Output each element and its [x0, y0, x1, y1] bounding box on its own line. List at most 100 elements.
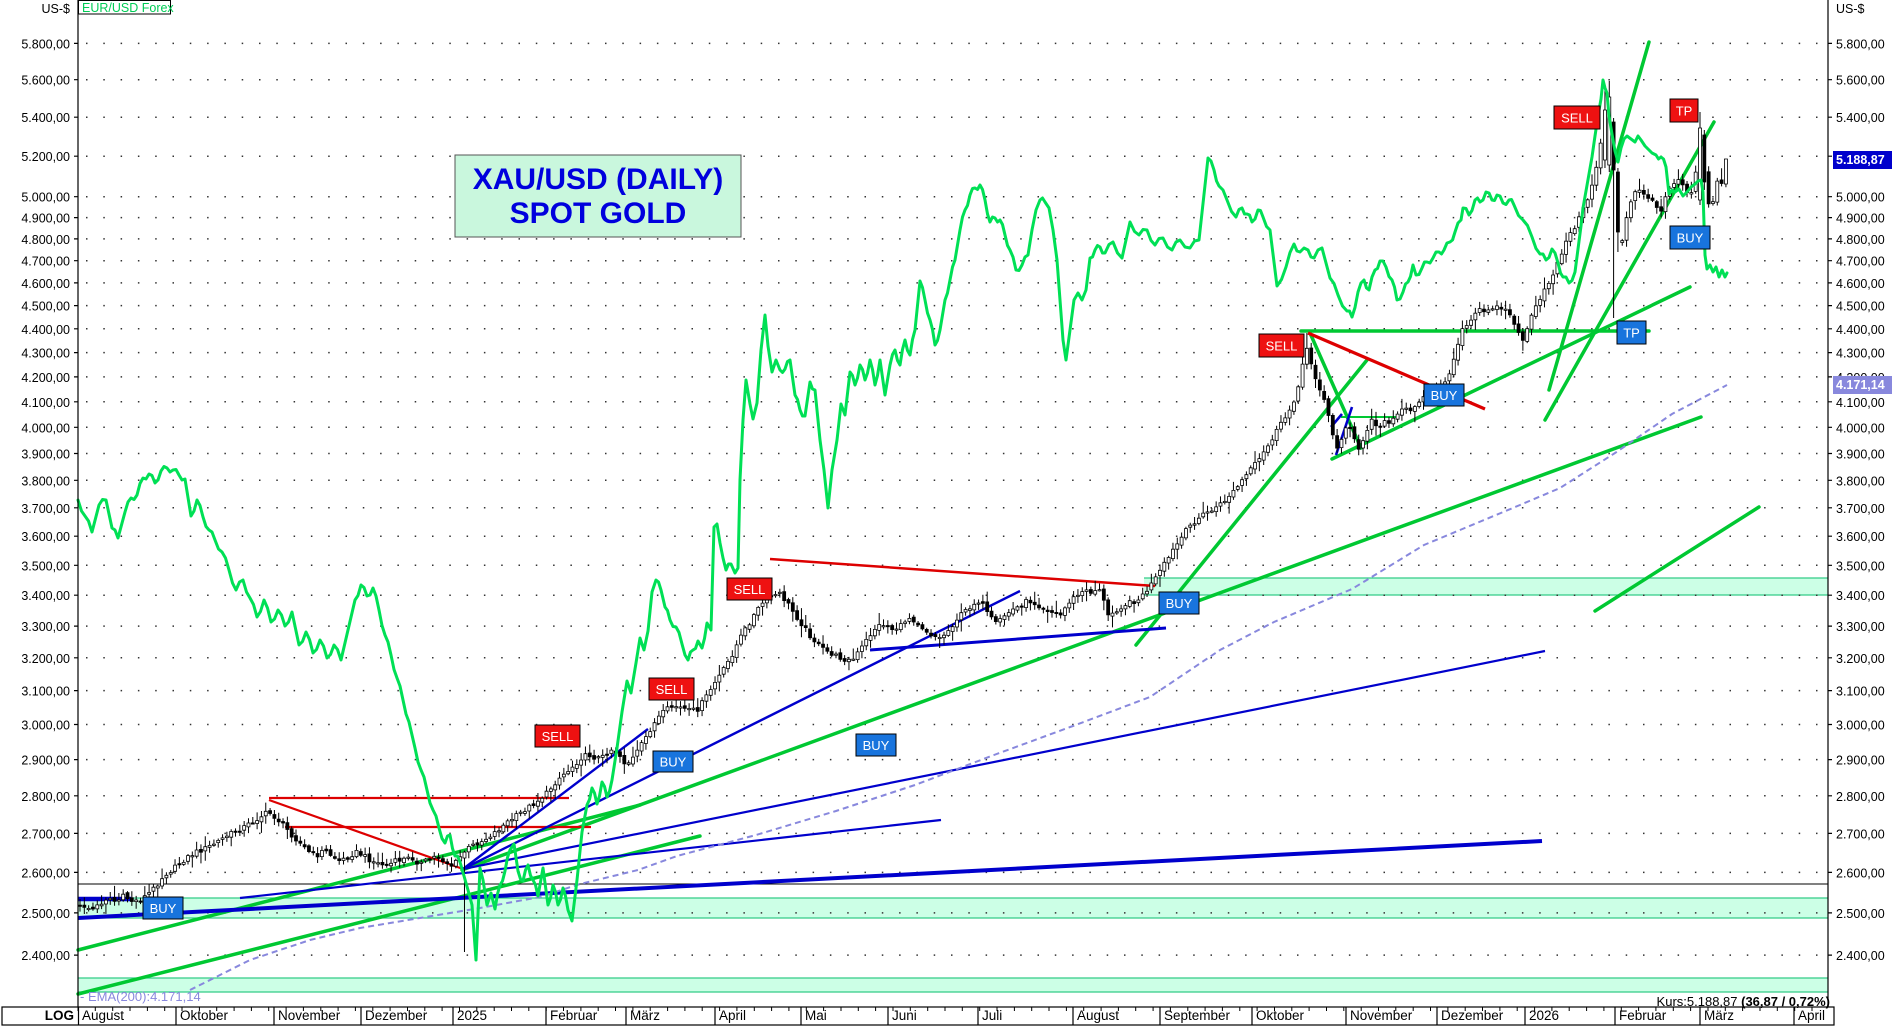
- svg-text:2.900,00: 2.900,00: [21, 754, 70, 768]
- svg-text:3.600,00: 3.600,00: [21, 530, 70, 544]
- svg-text:4.300,00: 4.300,00: [21, 347, 70, 361]
- svg-text:August: August: [1077, 1008, 1119, 1023]
- svg-text:2.900,00: 2.900,00: [1836, 754, 1885, 768]
- svg-text:4.600,00: 4.600,00: [1836, 277, 1885, 291]
- svg-text:SPOT GOLD: SPOT GOLD: [510, 197, 687, 230]
- svg-text:2025: 2025: [457, 1008, 487, 1023]
- svg-text:5.000,00: 5.000,00: [21, 191, 70, 205]
- svg-text:SELL: SELL: [656, 682, 688, 697]
- svg-text:BUY: BUY: [660, 755, 687, 770]
- svg-text:September: September: [1164, 1008, 1231, 1023]
- svg-text:3.000,00: 3.000,00: [1836, 719, 1885, 733]
- svg-text:5.600,00: 5.600,00: [1836, 74, 1885, 88]
- svg-text:4.100,00: 4.100,00: [21, 396, 70, 410]
- svg-text:Februar: Februar: [550, 1008, 598, 1023]
- svg-text:3.100,00: 3.100,00: [21, 685, 70, 699]
- svg-text:4.400,00: 4.400,00: [1836, 323, 1885, 337]
- svg-text:- EMA(200):4.171,14: - EMA(200):4.171,14: [80, 989, 201, 1004]
- svg-text:5.800,00: 5.800,00: [1836, 37, 1885, 51]
- svg-text:Dezember: Dezember: [1441, 1008, 1504, 1023]
- svg-text:5.200,00: 5.200,00: [21, 150, 70, 164]
- svg-text:November: November: [1350, 1008, 1413, 1023]
- svg-text:2.400,00: 2.400,00: [21, 949, 70, 963]
- svg-text:Oktober: Oktober: [1256, 1008, 1305, 1023]
- svg-text:5.400,00: 5.400,00: [1836, 111, 1885, 125]
- svg-text:August: August: [82, 1008, 124, 1023]
- svg-text:3.300,00: 3.300,00: [21, 620, 70, 634]
- svg-text:April: April: [719, 1008, 746, 1023]
- svg-text:4.600,00: 4.600,00: [21, 277, 70, 291]
- svg-text:3.400,00: 3.400,00: [1836, 589, 1885, 603]
- svg-text:2026: 2026: [1529, 1008, 1559, 1023]
- svg-text:Juni: Juni: [892, 1008, 917, 1023]
- svg-text:3.600,00: 3.600,00: [1836, 530, 1885, 544]
- svg-text:4.500,00: 4.500,00: [21, 300, 70, 314]
- svg-text:November: November: [278, 1008, 341, 1023]
- svg-text:4.900,00: 4.900,00: [1836, 212, 1885, 226]
- svg-text:4.100,00: 4.100,00: [1836, 396, 1885, 410]
- svg-text:Juli: Juli: [982, 1008, 1002, 1023]
- svg-text:3.500,00: 3.500,00: [21, 559, 70, 573]
- svg-text:3.700,00: 3.700,00: [1836, 502, 1885, 516]
- svg-text:3.800,00: 3.800,00: [1836, 474, 1885, 488]
- svg-text:5.600,00: 5.600,00: [21, 74, 70, 88]
- svg-text:4.500,00: 4.500,00: [1836, 300, 1885, 314]
- svg-text:2.700,00: 2.700,00: [1836, 827, 1885, 841]
- svg-text:Kurs:5.188,87 (36,87 / 0,72%): Kurs:5.188,87 (36,87 / 0,72%): [1657, 994, 1830, 1009]
- svg-text:4.700,00: 4.700,00: [1836, 255, 1885, 269]
- svg-text:5.000,00: 5.000,00: [1836, 191, 1885, 205]
- svg-text:SELL: SELL: [542, 729, 574, 744]
- svg-text:4.400,00: 4.400,00: [21, 323, 70, 337]
- svg-text:2.500,00: 2.500,00: [21, 907, 70, 921]
- svg-text:Oktober: Oktober: [180, 1008, 229, 1023]
- svg-text:4.171,14: 4.171,14: [1836, 378, 1885, 392]
- svg-text:4.300,00: 4.300,00: [1836, 347, 1885, 361]
- svg-text:US-$: US-$: [42, 2, 71, 16]
- svg-text:2.700,00: 2.700,00: [21, 827, 70, 841]
- svg-text:EUR/USD Forex: EUR/USD Forex: [82, 1, 174, 15]
- svg-text:BUY: BUY: [1166, 596, 1193, 611]
- svg-text:5.800,00: 5.800,00: [21, 37, 70, 51]
- svg-text:3.500,00: 3.500,00: [1836, 559, 1885, 573]
- svg-text:4.000,00: 4.000,00: [1836, 421, 1885, 435]
- svg-text:3.900,00: 3.900,00: [1836, 448, 1885, 462]
- svg-text:3.400,00: 3.400,00: [21, 589, 70, 603]
- svg-text:2.600,00: 2.600,00: [1836, 866, 1885, 880]
- svg-text:April: April: [1798, 1008, 1825, 1023]
- svg-text:SELL: SELL: [734, 582, 766, 597]
- svg-text:4.900,00: 4.900,00: [21, 212, 70, 226]
- svg-text:3.100,00: 3.100,00: [1836, 685, 1885, 699]
- svg-text:4.200,00: 4.200,00: [21, 371, 70, 385]
- svg-text:SELL: SELL: [1266, 339, 1298, 354]
- svg-text:4.800,00: 4.800,00: [21, 233, 70, 247]
- svg-text:XAU/USD (DAILY): XAU/USD (DAILY): [473, 163, 724, 196]
- svg-text:BUY: BUY: [150, 901, 177, 916]
- svg-text:Mai: Mai: [805, 1008, 827, 1023]
- svg-text:Dezember: Dezember: [365, 1008, 428, 1023]
- svg-text:2.800,00: 2.800,00: [1836, 790, 1885, 804]
- svg-text:3.000,00: 3.000,00: [21, 719, 70, 733]
- svg-text:BUY: BUY: [863, 738, 890, 753]
- svg-text:LOG: LOG: [45, 1008, 74, 1023]
- svg-text:Februar: Februar: [1619, 1008, 1667, 1023]
- svg-text:2.400,00: 2.400,00: [1836, 949, 1885, 963]
- svg-text:BUY: BUY: [1431, 388, 1458, 403]
- svg-text:3.200,00: 3.200,00: [21, 652, 70, 666]
- svg-text:US-$: US-$: [1836, 2, 1865, 16]
- svg-text:3.300,00: 3.300,00: [1836, 620, 1885, 634]
- svg-text:März: März: [1704, 1008, 1734, 1023]
- svg-text:4.800,00: 4.800,00: [1836, 233, 1885, 247]
- svg-text:2.600,00: 2.600,00: [21, 866, 70, 880]
- svg-text:4.700,00: 4.700,00: [21, 255, 70, 269]
- svg-text:TP: TP: [1676, 104, 1693, 119]
- svg-text:5.400,00: 5.400,00: [21, 111, 70, 125]
- svg-text:2.500,00: 2.500,00: [1836, 907, 1885, 921]
- svg-text:März: März: [630, 1008, 660, 1023]
- svg-text:4.000,00: 4.000,00: [21, 421, 70, 435]
- svg-text:3.900,00: 3.900,00: [21, 448, 70, 462]
- svg-text:SELL: SELL: [1561, 111, 1593, 126]
- svg-text:2.800,00: 2.800,00: [21, 790, 70, 804]
- svg-text:3.200,00: 3.200,00: [1836, 652, 1885, 666]
- svg-text:TP: TP: [1623, 326, 1640, 341]
- svg-text:3.700,00: 3.700,00: [21, 502, 70, 516]
